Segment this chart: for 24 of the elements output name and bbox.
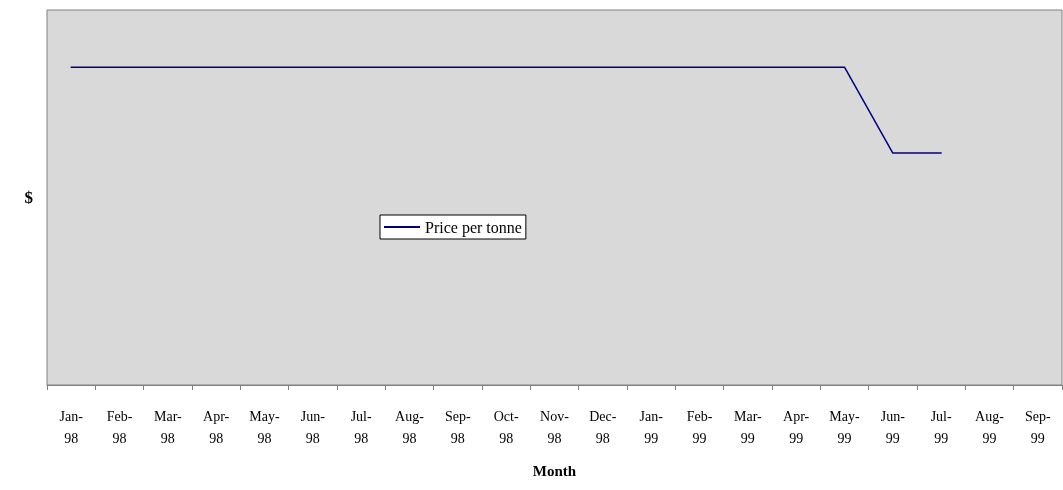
x-tick-label: Aug-99 [975,408,1005,446]
x-tick-label: Nov-98 [540,408,570,446]
x-tick-label: Jan-99 [639,408,664,446]
x-tick-label: Aug-98 [395,408,425,446]
x-tick-label: Jan-98 [59,408,84,446]
x-tick-label: Apr-99 [783,408,810,446]
x-tick-label: Dec-98 [589,408,617,446]
y-axis-title: $ [24,188,34,207]
x-tick-label: May-98 [249,408,280,446]
x-tick-label: Oct-98 [493,408,519,446]
x-tick-label: Apr-98 [203,408,230,446]
x-tick-label: May-99 [829,408,860,446]
x-tick-label: Feb-99 [686,408,713,446]
x-tick-label: Feb-98 [106,408,133,446]
x-tick-label: Jul-99 [930,408,952,446]
x-tick-label: Sep-99 [1025,408,1051,446]
x-tick-label: Mar-99 [733,408,763,446]
x-tick-label: Jun-98 [300,408,326,446]
x-tick-label: Sep-98 [445,408,471,446]
x-axis-title: Month [532,462,577,479]
x-tick-label: Jun-99 [880,408,906,446]
legend-label: Price per tonne [425,218,522,237]
x-tick-label: Jul-98 [350,408,372,446]
x-tick-label: Mar-98 [153,408,183,446]
